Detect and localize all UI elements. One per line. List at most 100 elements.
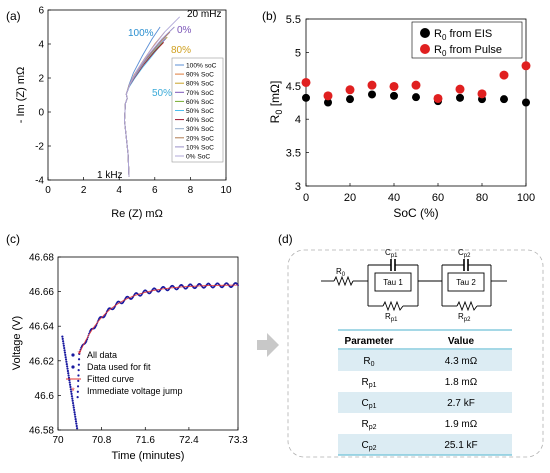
y-tick-label: 46.62 <box>29 356 54 367</box>
param-cell: Cp1 <box>361 398 376 410</box>
y-tick-label: 5.5 <box>286 14 301 26</box>
data-point <box>73 411 76 414</box>
y-tick-label: -2 <box>35 142 44 153</box>
data-point <box>67 376 71 379</box>
panel-label-d: (d) <box>278 232 293 246</box>
label-tau2: Tau 2 <box>456 278 476 287</box>
pulse-point <box>345 85 355 95</box>
data-point <box>66 369 69 373</box>
x-tick-label: 72.4 <box>179 435 199 446</box>
legend-item-all-data: All data <box>71 350 117 360</box>
annotation-50pct: 50% <box>152 88 172 99</box>
x-tick-label: 0 <box>45 185 51 196</box>
y-axis-label: Voltage (V) <box>11 316 23 370</box>
value-cell: 1.8 mΩ <box>445 377 478 388</box>
legend-label: 40% SoC <box>186 117 214 124</box>
pulse-point <box>323 91 333 101</box>
value-cell: 2.7 kF <box>447 398 475 409</box>
x-tick-label: 100 <box>517 192 535 204</box>
value-cell: 25.1 kF <box>444 440 477 451</box>
svg-text:Immediate voltage jump: Immediate voltage jump <box>87 386 183 396</box>
label-rp2: Rp2 <box>458 312 471 323</box>
eis-point <box>302 93 310 102</box>
annotation-0pct: 0% <box>177 25 192 36</box>
data-point <box>72 406 75 409</box>
table-row: R0 4.3 mΩ <box>338 350 512 371</box>
eis-point <box>390 91 398 100</box>
tau2-box <box>447 272 485 292</box>
y-tick-label: 0 <box>38 108 44 119</box>
data-point <box>65 360 68 363</box>
y-tick-label: 46.68 <box>29 253 54 264</box>
pulse-point <box>433 93 443 103</box>
row-shading <box>338 350 512 371</box>
data-point <box>71 399 74 402</box>
table-header-parameter: Parameter <box>345 336 394 347</box>
legend-label-eis: R0 from EIS <box>434 28 492 42</box>
legend-label: 0% SoC <box>186 154 210 161</box>
nyquist-plot: 0 2 4 6 8 10 -4 -2 0 2 4 6 20 mHz 100% 0% 80% 50% 1… <box>15 6 232 221</box>
x-tick-label: 6 <box>152 185 158 196</box>
circuit-diagram <box>321 259 507 312</box>
legend-label: 20% SoC <box>186 135 214 142</box>
x-tick-label: 80 <box>476 192 488 204</box>
data-point <box>65 362 68 366</box>
data-point <box>63 346 66 350</box>
parameter-table: Parameter Value R0 4.3 mΩ Rp1 1.8 mΩ Cp1 2.7 … <box>338 329 512 456</box>
param-cell: Cp2 <box>361 440 376 452</box>
value-cell: 4.3 mΩ <box>445 356 478 367</box>
data-point <box>67 374 70 377</box>
pulse-point <box>411 80 421 90</box>
data-point <box>66 367 69 370</box>
annotation-100pct: 100% <box>128 28 154 39</box>
data-point <box>76 385 80 388</box>
y-axis-label: - Im (Z) mΩ <box>15 67 27 123</box>
panel-label-a: (a) <box>6 9 21 23</box>
equivalent-circuit-panel: R0 Cp1 Cp2 Tau 1 Tau 2 Rp1 Rp2 Parameter… <box>287 248 544 458</box>
series-line <box>124 16 181 177</box>
eis-point <box>346 95 354 104</box>
pulse-point <box>455 84 465 94</box>
data-point <box>70 390 73 393</box>
svg-text:Fitted curve: Fitted curve <box>87 374 134 384</box>
pulse-point <box>521 61 531 71</box>
svg-text:*: * <box>71 386 75 396</box>
eis-point <box>412 93 420 102</box>
data-point <box>69 385 72 389</box>
label-r0: R0 <box>336 267 346 278</box>
param-cell: R0 <box>363 356 374 368</box>
data-point <box>62 340 65 343</box>
x-tick-label: 60 <box>432 192 444 204</box>
data-point <box>74 418 77 421</box>
x-tick-label: 70 <box>52 435 64 446</box>
data-point <box>69 388 72 391</box>
data-point <box>76 390 79 393</box>
data-point <box>62 344 65 347</box>
data-point <box>76 396 79 399</box>
plot-frame <box>57 256 239 431</box>
data-point <box>68 383 72 386</box>
panel-label-b: (b) <box>262 9 277 23</box>
data-point <box>77 358 81 361</box>
svg-text:All data: All data <box>87 350 117 360</box>
y-tick-label: 4 <box>295 114 301 126</box>
data-point <box>62 342 65 345</box>
table-row: Cp2 25.1 kF <box>338 434 512 455</box>
resistor-rp1-icon <box>382 300 404 312</box>
data-point <box>71 401 75 405</box>
legend-item-fitted-curve: Fitted curve <box>66 374 134 384</box>
data-point <box>61 335 64 338</box>
svg-text:Data used for fit: Data used for fit <box>87 362 151 372</box>
data-point <box>63 351 67 354</box>
x-axis-label: Re (Z) mΩ <box>111 208 163 220</box>
param-cell: Rp2 <box>361 419 376 431</box>
eis-point <box>522 98 530 107</box>
table-row: Cp1 2.7 kF <box>338 392 512 413</box>
table-row: Rp1 1.8 mΩ <box>361 377 477 389</box>
x-tick-label: 73.3 <box>228 435 248 446</box>
y-tick-label: 46.58 <box>29 426 54 437</box>
data-point <box>74 420 78 423</box>
legend-label: 90% SoC <box>186 72 214 79</box>
legend-marker-eis <box>420 28 430 38</box>
